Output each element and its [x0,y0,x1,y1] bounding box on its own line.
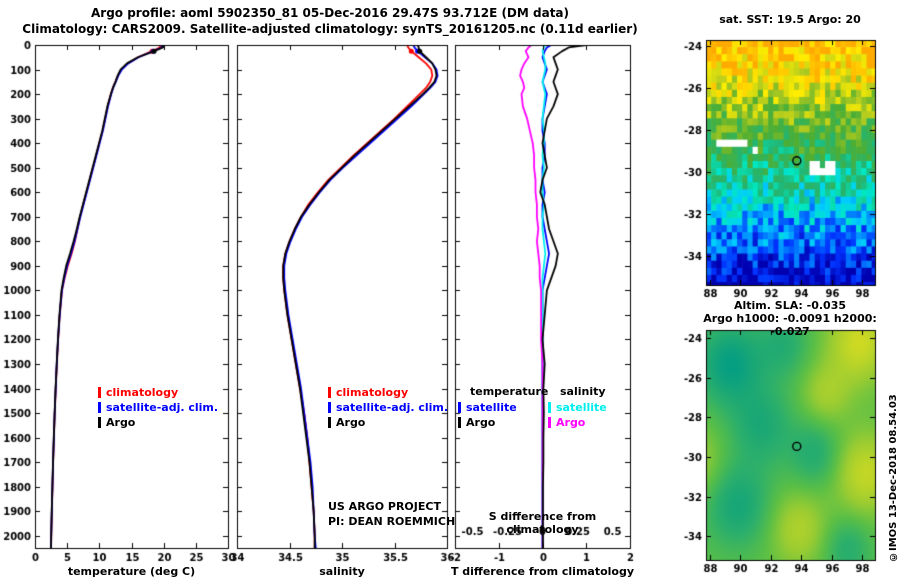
legend-label: satellite-adj. clim. [106,401,219,414]
legend-label: climatology [336,386,409,399]
project-annotation: US ARGO PROJECT PI: DEAN ROEMMICH [328,499,455,529]
copyright-stamp: ©IMOS 13-Dec-2018 08.54.03 [888,394,899,562]
legend-item-argo: Argo [328,415,448,430]
temperature-diff-column: temperature satellite Argo [458,385,548,430]
figure-subtitle: Climatology: CARS2009. Satellite-adjuste… [22,22,638,36]
s-difference-axis-label: S difference from climatology [488,510,597,536]
legend-header-salinity: salinity [560,385,606,398]
legend-item-satellite-adj: satellite-adj. clim. [328,400,448,415]
legend-item-satellite-adj: satellite-adj. clim. [98,400,218,415]
t-satellite-marker [458,402,461,413]
legend-item-climatology: climatology [328,385,448,400]
project-line1: US ARGO PROJECT [328,500,441,513]
temperature-legend: climatology satellite-adj. clim. Argo [98,385,218,430]
climatology-marker [328,387,331,398]
salinity-diff-column: salinity satellite Argo [548,385,607,430]
sst-map-title: sat. SST: 19.5 Argo: 20 [719,13,861,26]
legend-label: satellite-adj. clim. [336,401,449,414]
t-difference-axis-label: T difference from climatology [450,565,635,578]
legend-item-s-argo: Argo [548,415,607,430]
legend-item-argo: Argo [98,415,218,430]
legend-item-climatology: climatology [98,385,218,400]
legend-item-s-satellite: satellite [548,400,607,415]
argo-marker [328,417,331,428]
legend-label: Argo [336,416,366,429]
satellite-adj-marker [328,402,331,413]
sla-map-subtitle: Argo h1000: -0.0091 h2000: -0.027 [703,312,877,338]
legend-label: satellite [556,401,607,414]
legend-item-t-argo: Argo [458,415,548,430]
climatology-marker [98,387,101,398]
legend-label: satellite [466,401,517,414]
legend-header-temperature: temperature [470,385,549,398]
s-argo-marker [548,417,551,428]
legend-label: climatology [106,386,179,399]
satellite-adj-marker [98,402,101,413]
sla-map-title: Altim. SLA: -0.035 [733,299,847,312]
legend-item-t-satellite: satellite [458,400,548,415]
legend-label: Argo [106,416,136,429]
salinity-axis-label: salinity [319,565,365,578]
legend-label: Argo [556,416,586,429]
project-line2: PI: DEAN ROEMMICH [328,515,456,528]
difference-legend: temperature satellite Argo salinity sate… [458,385,607,430]
s-satellite-marker [548,402,551,413]
t-argo-marker [458,417,461,428]
legend-label: Argo [466,416,496,429]
salinity-legend: climatology satellite-adj. clim. Argo [328,385,448,430]
figure-title: Argo profile: aoml 5902350_81 05-Dec-201… [90,6,570,20]
argo-marker [98,417,101,428]
temperature-axis-label: temperature (deg C) [67,565,196,578]
